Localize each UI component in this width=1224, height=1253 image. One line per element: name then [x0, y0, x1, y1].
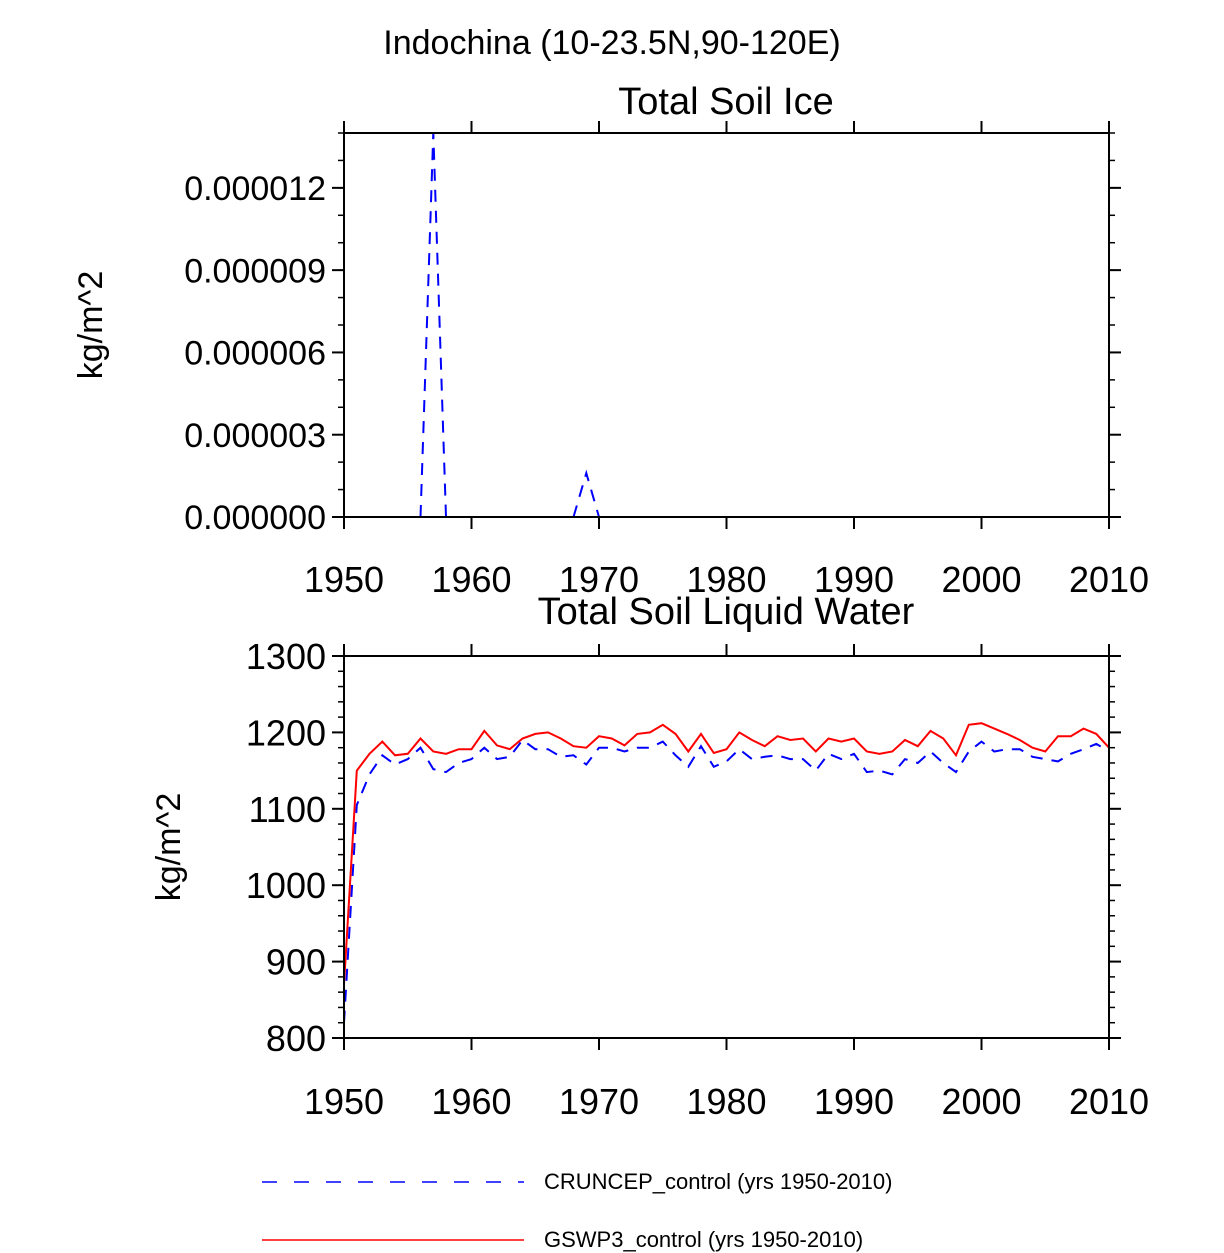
liquid-panel-title: Total Soil Liquid Water [538, 591, 915, 633]
liquid-panel-ticks: 1950 1960 1970 1980 1990 2000 2010 800 900 1000 11… [246, 636, 1149, 1122]
liquid-panel-lines [343, 722, 1110, 1023]
ice-ytick-label: 0.000006 [184, 335, 326, 373]
ice-xtick-label: 1950 [304, 559, 384, 600]
liquid-ytick-label: 800 [266, 1018, 326, 1059]
legend-label-cruncep: CRUNCEP_control (yrs 1950-2010) [544, 1169, 892, 1194]
ice-xtick-label: 2000 [941, 559, 1021, 600]
liquid-panel-ylabel: kg/m^2 [150, 793, 188, 902]
liquid-xtick-label: 1950 [304, 1081, 384, 1122]
ice-ytick-label: 0.000003 [184, 417, 326, 455]
ice-ytick-label: 0.000009 [184, 252, 326, 290]
ice-series-cruncep-line [572, 469, 600, 518]
liquid-xtick-label: 1990 [814, 1081, 894, 1122]
liquid-ytick-label: 900 [266, 942, 326, 983]
ice-ytick-label: 0.000000 [184, 499, 326, 537]
ice-panel-ticks: 1950 1960 1970 1980 1990 2000 2010 0.000000 0.00… [184, 121, 1149, 600]
legend: CRUNCEP_control (yrs 1950-2010) GSWP3_co… [262, 1169, 892, 1252]
liquid-series-gswp3-line [343, 722, 1110, 985]
liquid-ytick-label: 1300 [246, 636, 326, 677]
ice-xtick-label: 1960 [431, 559, 511, 600]
liquid-ytick-label: 1100 [249, 789, 326, 830]
ice-xtick-label: 1990 [814, 559, 894, 600]
legend-label-gswp3: GSWP3_control (yrs 1950-2010) [544, 1227, 863, 1252]
liquid-xtick-label: 2010 [1069, 1081, 1149, 1122]
ice-panel-ylabel: kg/m^2 [72, 271, 110, 380]
ice-panel: Total Soil Ice kg/m^2 1950 1960 1970 1980 19… [72, 81, 1149, 600]
liquid-ytick-label: 1200 [246, 712, 326, 753]
ice-xtick-label: 1970 [559, 559, 639, 600]
liquid-series-cruncep-line [343, 738, 1110, 1023]
ice-panel-title: Total Soil Ice [618, 81, 833, 123]
liquid-xtick-label: 1970 [559, 1081, 639, 1122]
liquid-panel: Total Soil Liquid Water kg/m^2 1950 1960 1… [150, 591, 1149, 1122]
ice-ytick-label: 0.000012 [184, 170, 326, 208]
ice-series-cruncep-line [419, 132, 447, 518]
figure-title: Indochina (10-23.5N,90-120E) [383, 24, 840, 62]
liquid-xtick-label: 2000 [941, 1081, 1021, 1122]
liquid-panel-frame [343, 655, 1110, 1039]
liquid-ytick-label: 1000 [246, 865, 326, 906]
ice-panel-lines [419, 132, 600, 518]
ice-panel-frame [343, 132, 1110, 518]
liquid-xtick-label: 1960 [431, 1081, 511, 1122]
ice-xtick-label: 2010 [1069, 559, 1149, 600]
liquid-xtick-label: 1980 [686, 1081, 766, 1122]
ice-xtick-label: 1980 [686, 559, 766, 600]
